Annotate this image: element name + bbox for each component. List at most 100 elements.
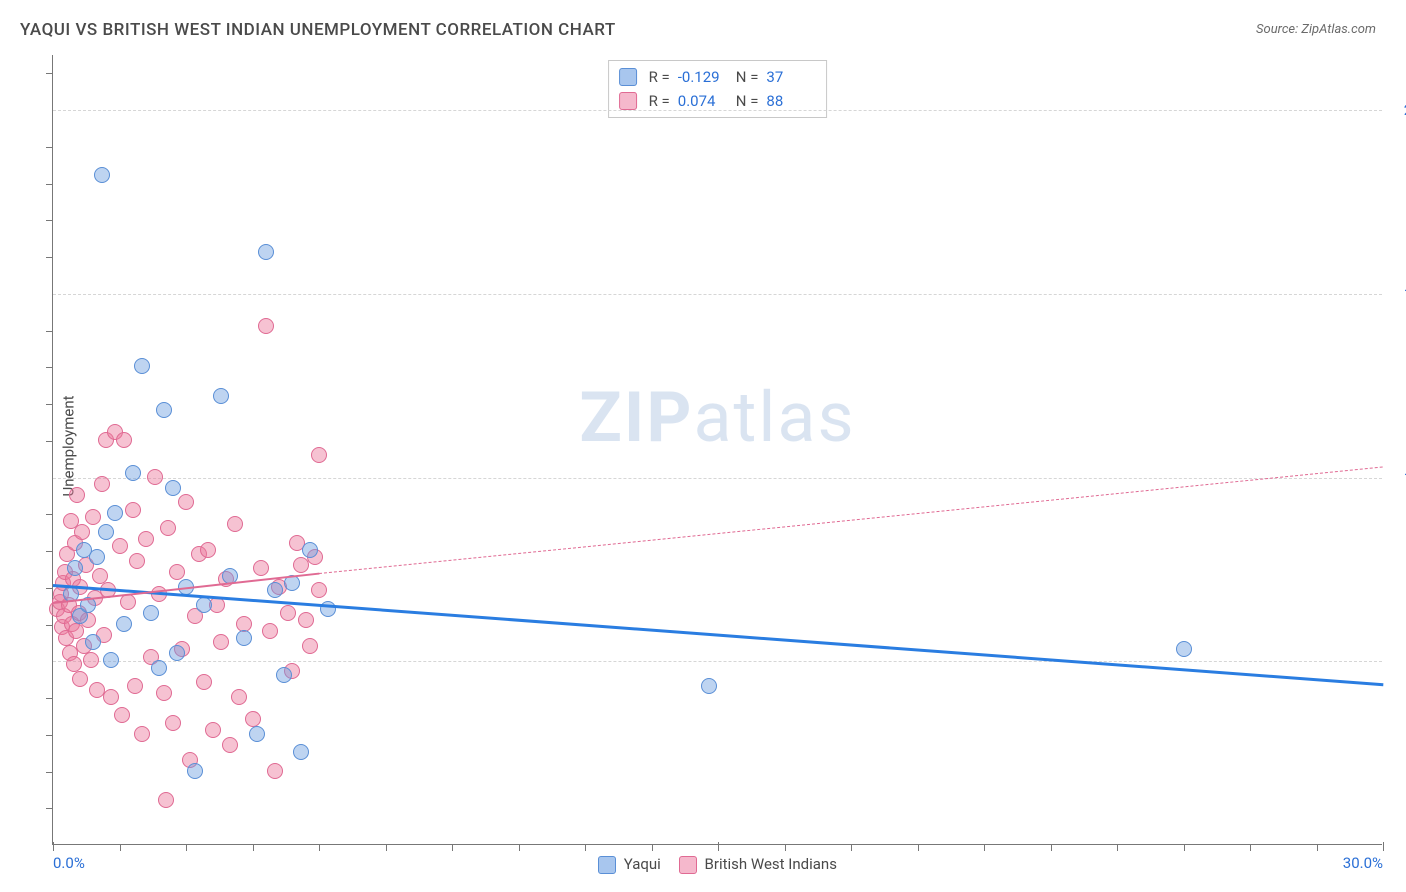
data-point (125, 502, 141, 518)
data-point (103, 652, 119, 668)
data-point (147, 469, 163, 485)
x-minor-tick (1117, 844, 1118, 851)
data-point (302, 638, 318, 654)
y-tick (46, 441, 53, 442)
swatch-icon (598, 856, 616, 874)
data-point (302, 542, 318, 558)
gridline (53, 661, 1382, 662)
data-point (94, 167, 110, 183)
data-point (94, 476, 110, 492)
data-point (187, 763, 203, 779)
x-minor-tick (585, 844, 586, 851)
data-point (107, 505, 123, 521)
y-tick-label: 5.0% (1389, 652, 1406, 670)
x-minor-tick (319, 844, 320, 851)
data-point (258, 318, 274, 334)
data-point (72, 671, 88, 687)
y-tick (46, 220, 53, 221)
x-tick-label: 0.0% (53, 854, 85, 872)
data-point (276, 667, 292, 683)
data-point (92, 568, 108, 584)
x-minor-tick (519, 844, 520, 851)
x-minor-tick (785, 844, 786, 851)
data-point (83, 652, 99, 668)
y-tick-label: 15.0% (1389, 285, 1406, 303)
y-tick-label: 10.0% (1389, 469, 1406, 487)
y-tick (46, 772, 53, 773)
gridline (53, 110, 1382, 111)
data-point (1176, 641, 1192, 657)
data-point (205, 722, 221, 738)
data-point (103, 689, 119, 705)
data-point (138, 531, 154, 547)
data-point (298, 612, 314, 628)
y-tick (46, 257, 53, 258)
x-minor-tick (386, 844, 387, 851)
data-point (231, 689, 247, 705)
data-point (89, 549, 105, 565)
regression-line (319, 467, 1383, 575)
x-minor-tick (984, 844, 985, 851)
data-point (116, 432, 132, 448)
x-minor-tick (851, 844, 852, 851)
data-point (236, 616, 252, 632)
data-point (196, 597, 212, 613)
x-tick (718, 842, 719, 851)
data-point (701, 678, 717, 694)
x-minor-tick (120, 844, 121, 851)
r-value-yaqui: -0.129 (678, 65, 728, 89)
data-point (74, 524, 90, 540)
y-tick (46, 404, 53, 405)
x-minor-tick (1317, 844, 1318, 851)
data-point (262, 623, 278, 639)
data-point (311, 582, 327, 598)
n-value-yaqui: 37 (766, 65, 816, 89)
legend-item-bwi: British West Indians (679, 855, 837, 874)
data-point (129, 553, 145, 569)
chart-title: YAQUI VS BRITISH WEST INDIAN UNEMPLOYMEN… (20, 20, 616, 40)
y-tick (46, 514, 53, 515)
gridline (53, 478, 1382, 479)
data-point (227, 516, 243, 532)
swatch-icon (619, 92, 637, 110)
watermark: ZIPatlas (579, 377, 855, 459)
y-tick (46, 73, 53, 74)
data-point (66, 656, 82, 672)
data-point (143, 605, 159, 621)
y-tick (46, 588, 53, 589)
data-point (116, 616, 132, 632)
x-minor-tick (452, 844, 453, 851)
data-point (267, 763, 283, 779)
legend-label-yaqui: Yaqui (624, 855, 661, 873)
data-point (165, 715, 181, 731)
data-point (213, 388, 229, 404)
x-minor-tick (1184, 844, 1185, 851)
data-point (156, 685, 172, 701)
legend-item-yaqui: Yaqui (598, 855, 661, 874)
data-point (67, 560, 83, 576)
data-point (236, 630, 252, 646)
data-point (160, 520, 176, 536)
n-label: N = (736, 65, 759, 89)
data-point (169, 645, 185, 661)
y-tick (46, 698, 53, 699)
y-tick (46, 331, 53, 332)
data-point (85, 634, 101, 650)
x-minor-tick (1051, 844, 1052, 851)
data-point (134, 726, 150, 742)
data-point (245, 711, 261, 727)
y-tick-label: 20.0% (1389, 101, 1406, 119)
x-minor-tick (918, 844, 919, 851)
y-tick (46, 735, 53, 736)
data-point (127, 678, 143, 694)
data-point (200, 542, 216, 558)
x-minor-tick (652, 844, 653, 851)
y-tick (46, 184, 53, 185)
data-point (213, 634, 229, 650)
data-point (134, 358, 150, 374)
data-point (280, 605, 296, 621)
data-point (69, 487, 85, 503)
source-label: Source: ZipAtlas.com (1256, 22, 1376, 37)
data-point (169, 564, 185, 580)
swatch-icon (619, 68, 637, 86)
